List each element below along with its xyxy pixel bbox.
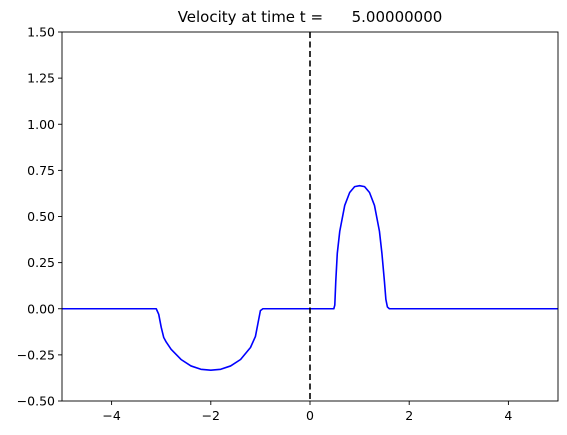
y-tick-label: 0.75 [27, 163, 55, 178]
x-tick-label: 4 [504, 408, 512, 423]
y-tick-label: 0.50 [27, 209, 55, 224]
y-tick-label: −0.25 [17, 347, 55, 362]
y-tick-label: 0.00 [27, 301, 55, 316]
y-tick-label: 1.25 [27, 71, 55, 86]
x-tick-label: −4 [102, 408, 120, 423]
chart-title: Velocity at time t = 5.00000000 [178, 8, 443, 26]
y-tick-label: −0.50 [17, 394, 55, 409]
y-tick-label: 1.50 [27, 25, 55, 40]
x-tick-label: 0 [306, 408, 314, 423]
y-axis: −0.50 −0.25 0.00 0.25 0.50 0.75 1.00 1.25 1.50 [17, 25, 62, 409]
x-tick-label: −2 [202, 408, 220, 423]
y-tick-label: 1.00 [27, 117, 55, 132]
x-axis: −4 −2 0 2 4 [102, 401, 512, 423]
y-tick-label: 0.25 [27, 255, 55, 270]
x-tick-label: 2 [405, 408, 413, 423]
